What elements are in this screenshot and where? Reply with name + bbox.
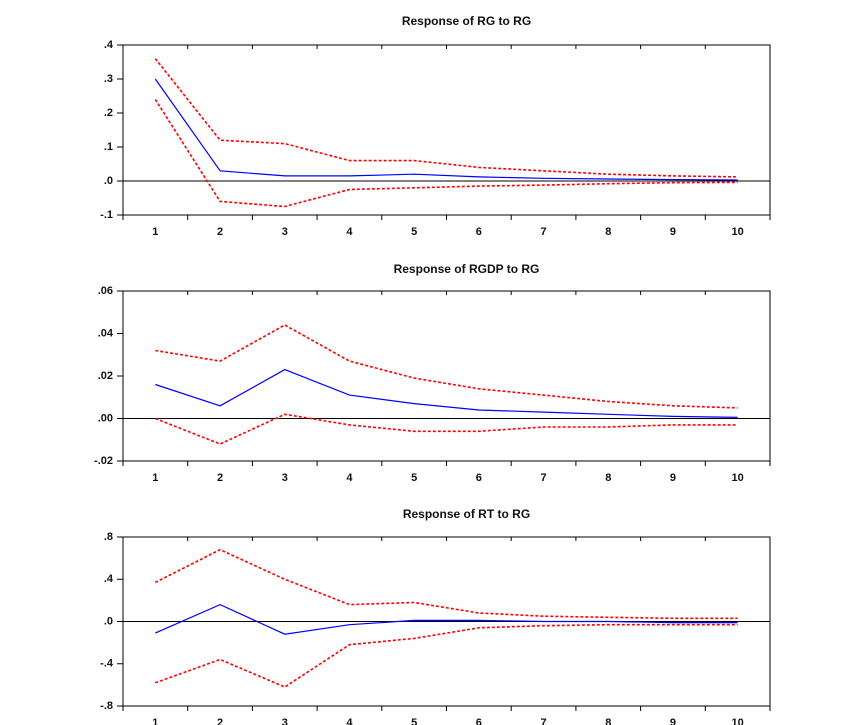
chart-page: Response of RG to RG .4 .3 .2 .1 .0 -.1 1 2 3 4 5 6 7… (0, 0, 867, 725)
x-tick-label: 4 (346, 717, 353, 725)
x-tick-label: 10 (732, 472, 744, 484)
x-tick-label: 4 (346, 472, 353, 484)
y-tick-label: -.8 (100, 700, 113, 712)
x-tick-label: 8 (605, 472, 611, 484)
chart-panel: Response of RT to RG .8 .4 .0 -.4 -.8 1 2 3 4 5 6 7 8… (100, 507, 770, 725)
x-tick-label: 7 (540, 472, 546, 484)
y-tick-label: .2 (104, 107, 113, 119)
y-tick-label: .00 (98, 412, 113, 424)
y-tick-label: .0 (104, 615, 113, 627)
x-tick-label: 6 (476, 226, 482, 238)
y-tick-label: .4 (104, 573, 114, 585)
plot-area (123, 291, 770, 461)
x-tick-label: 9 (670, 717, 676, 725)
y-tick-label: .02 (98, 370, 113, 382)
x-tick-label: 6 (476, 472, 482, 484)
chart-panel: Response of RGDP to RG .06 .04 .02 .00 -.02 1 2… (94, 262, 770, 484)
x-tick-label: 3 (282, 226, 288, 238)
y-tick-label: -.02 (94, 455, 113, 467)
x-tick-label: 1 (152, 472, 158, 484)
y-tick-label: .4 (104, 39, 114, 51)
x-tick-label: 7 (540, 717, 546, 725)
x-tick-label: 5 (411, 226, 417, 238)
x-tick-label: 5 (411, 717, 417, 725)
x-tick-label: 2 (217, 472, 223, 484)
x-tick-label: 10 (732, 226, 744, 238)
x-tick-label: 4 (346, 226, 353, 238)
x-tick-label: 2 (217, 226, 223, 238)
y-tick-label: .8 (104, 531, 113, 543)
x-tick-label: 3 (282, 717, 288, 725)
x-tick-label: 9 (670, 472, 676, 484)
x-tick-label: 7 (540, 226, 546, 238)
chart-title: Response of RGDP to RG (394, 262, 540, 276)
x-tick-label: 5 (411, 472, 417, 484)
y-tick-label: .06 (98, 285, 113, 297)
y-tick-label: .0 (104, 175, 113, 187)
y-tick-label: .1 (104, 141, 113, 153)
x-tick-label: 8 (605, 717, 611, 725)
plot-area (123, 45, 770, 215)
y-tick-label: .04 (98, 327, 114, 339)
chart-title: Response of RG to RG (402, 14, 531, 28)
x-tick-label: 1 (152, 226, 158, 238)
y-tick-label: -.1 (100, 209, 113, 221)
y-tick-label: -.4 (100, 658, 114, 670)
x-tick-label: 10 (732, 717, 744, 725)
y-tick-label: .3 (104, 73, 113, 85)
x-tick-label: 9 (670, 226, 676, 238)
x-tick-label: 6 (476, 717, 482, 725)
chart-title: Response of RT to RG (403, 507, 530, 521)
x-tick-label: 8 (605, 226, 611, 238)
x-tick-label: 2 (217, 717, 223, 725)
chart-panel: Response of RG to RG .4 .3 .2 .1 .0 -.1 1 2 3 4 5 6 7… (100, 14, 770, 238)
x-tick-label: 3 (282, 472, 288, 484)
x-tick-label: 1 (152, 717, 158, 725)
